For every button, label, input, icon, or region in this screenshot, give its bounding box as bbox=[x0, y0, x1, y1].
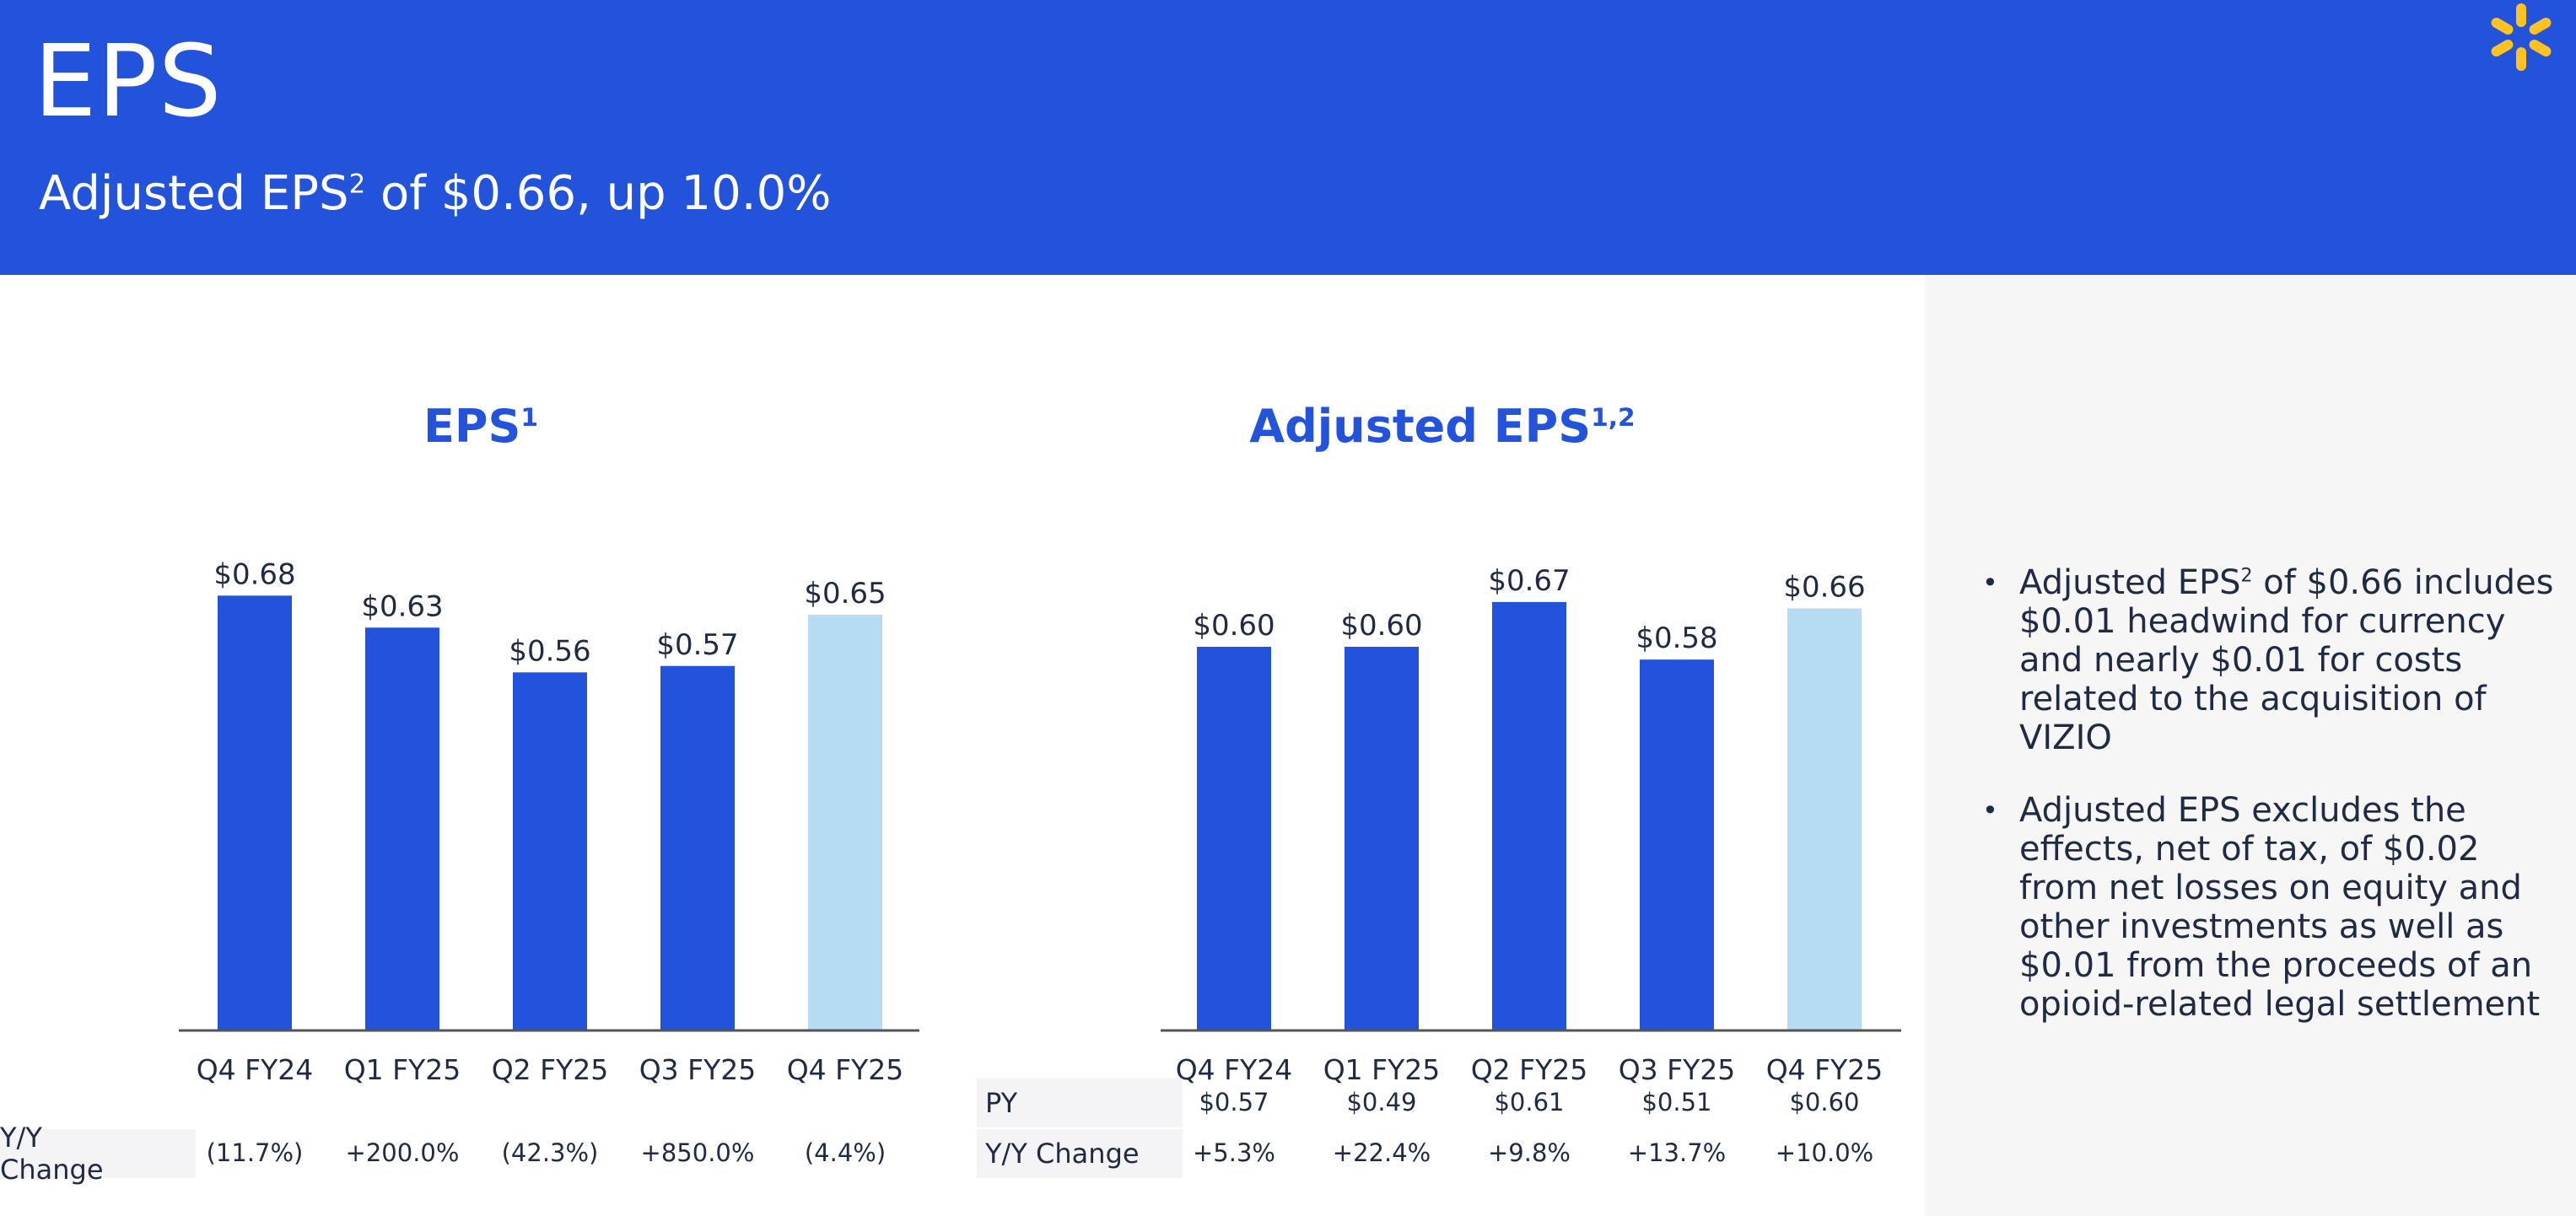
table-cell: +10.0% bbox=[1775, 1138, 1874, 1167]
table-cell: $0.51 bbox=[1641, 1088, 1712, 1116]
bullet-item: Adjusted EPS excludes the effects, net o… bbox=[1982, 791, 2556, 1024]
bar-value-label: $0.63 bbox=[361, 589, 443, 623]
bar bbox=[1197, 647, 1271, 1030]
bar-value-label: $0.57 bbox=[656, 628, 738, 662]
bullet-text: Adjusted EPS excludes the effects, net o… bbox=[2019, 791, 2540, 1024]
bullet-item: Adjusted EPS2 of $0.66 includes $0.01 he… bbox=[1982, 563, 2556, 757]
table-cell: (11.7%) bbox=[206, 1138, 304, 1167]
x-tick-label: Q1 FY25 bbox=[344, 1053, 461, 1086]
table-cell: +22.4% bbox=[1332, 1138, 1431, 1167]
bullet-footnote: 2 bbox=[2240, 565, 2253, 587]
table-cell: (42.3%) bbox=[501, 1138, 599, 1167]
x-tick-label: Q3 FY25 bbox=[1619, 1053, 1736, 1086]
chart-title-footnote: 1 bbox=[520, 403, 539, 433]
subtitle-prefix: Adjusted EPS bbox=[39, 166, 349, 221]
table-cell: $0.61 bbox=[1494, 1088, 1565, 1116]
bar bbox=[1640, 659, 1714, 1030]
table-cell: $0.60 bbox=[1789, 1088, 1860, 1116]
table-cell: +850.0% bbox=[640, 1138, 755, 1167]
chart-title: EPS1 bbox=[0, 400, 962, 453]
chart-title: Adjusted EPS1,2 bbox=[962, 400, 1923, 453]
commentary-bullets: Adjusted EPS2 of $0.66 includes $0.01 he… bbox=[1982, 563, 2556, 1057]
table-cell: $0.57 bbox=[1199, 1088, 1269, 1116]
bullet-body: Adjusted EPS excludes the effects, net o… bbox=[2019, 791, 2541, 1024]
subtitle-footnote: 2 bbox=[348, 169, 366, 200]
x-tick-label: Q4 FY25 bbox=[1766, 1053, 1883, 1086]
bar-value-label: $0.67 bbox=[1488, 564, 1570, 598]
table-cell: +5.3% bbox=[1193, 1138, 1275, 1167]
spark-logo-icon bbox=[2491, 3, 2552, 71]
bar bbox=[1492, 601, 1566, 1030]
adjusted-eps-chart: Adjusted EPS1,2 $0.60 Q4 FY24 $0.60 Q1 FY25… bbox=[962, 363, 1923, 1216]
adjusted-eps-chart-plot: $0.60 Q4 FY24 $0.60 Q1 FY25 $0.67 Q2 FY25 $0.5… bbox=[1161, 564, 1901, 1086]
table-cell: +200.0% bbox=[345, 1138, 460, 1167]
x-tick-label: Q4 FY25 bbox=[787, 1053, 904, 1086]
bar-value-label: $0.60 bbox=[1340, 609, 1422, 643]
eps-chart-plot: $0.68 Q4 FY24 $0.63 Q1 FY25 $0.56 Q2 FY25 $0.5… bbox=[179, 557, 919, 1086]
bar-value-label: $0.58 bbox=[1636, 621, 1717, 655]
bar bbox=[1787, 608, 1862, 1030]
x-tick-label: Q2 FY25 bbox=[492, 1053, 609, 1086]
x-tick-label: Q4 FY24 bbox=[197, 1053, 314, 1086]
x-tick-label: Q3 FY25 bbox=[639, 1053, 757, 1086]
bullet-body: of $0.66 includes $0.01 headwind for cur… bbox=[2019, 563, 2554, 757]
subtitle-suffix: of $0.66, up 10.0% bbox=[365, 166, 832, 221]
table-cell: +9.8% bbox=[1488, 1138, 1571, 1167]
eps-chart: EPS1 $0.68 Q4 FY24 $0.63 Q1 FY25 $0.56 Q2 FY2… bbox=[0, 363, 962, 1216]
bar bbox=[1345, 647, 1419, 1030]
bar-value-label: $0.56 bbox=[509, 634, 590, 668]
bar-value-label: $0.65 bbox=[804, 577, 886, 611]
table-cell: $0.49 bbox=[1346, 1088, 1417, 1116]
x-tick-label: Q1 FY25 bbox=[1323, 1053, 1441, 1086]
table-row-label: Y/Y Change bbox=[0, 1122, 196, 1186]
bullet-text: Adjusted EPS2 of $0.66 includes $0.01 he… bbox=[2019, 563, 2554, 757]
bar bbox=[365, 627, 439, 1030]
bar-value-label: $0.60 bbox=[1193, 609, 1275, 643]
chart-title-text: Adjusted EPS bbox=[1249, 400, 1592, 453]
x-tick-label: Q4 FY24 bbox=[1176, 1053, 1293, 1086]
spark-spoke bbox=[2491, 18, 2514, 35]
x-tick-label: Q2 FY25 bbox=[1471, 1053, 1588, 1086]
bar-value-label: $0.66 bbox=[1783, 571, 1865, 605]
bullet-prefix: Adjusted EPS bbox=[2019, 563, 2241, 602]
page-title: EPS bbox=[34, 23, 223, 139]
bar-value-label: $0.68 bbox=[213, 557, 295, 591]
bar bbox=[218, 595, 292, 1030]
bar bbox=[660, 665, 735, 1030]
table-cell: +13.7% bbox=[1627, 1138, 1727, 1167]
chart-title-footnote: 1,2 bbox=[1591, 403, 1636, 433]
table-row-label: Y/Y Change bbox=[977, 1129, 1183, 1178]
spark-spoke bbox=[2516, 3, 2526, 27]
spark-spoke bbox=[2516, 47, 2526, 71]
spark-spoke bbox=[2491, 40, 2514, 56]
bar bbox=[808, 615, 882, 1030]
table-row-label: PY bbox=[977, 1079, 1183, 1127]
table-cell: (4.4%) bbox=[804, 1138, 887, 1167]
bar bbox=[513, 672, 587, 1030]
spark-spoke bbox=[2529, 18, 2552, 35]
spark-spoke bbox=[2529, 40, 2552, 56]
header-banner: EPS Adjusted EPS2 of $0.66, up 10.0% bbox=[0, 0, 2576, 275]
chart-title-text: EPS bbox=[423, 400, 521, 453]
page-subtitle: Adjusted EPS2 of $0.66, up 10.0% bbox=[39, 165, 831, 222]
